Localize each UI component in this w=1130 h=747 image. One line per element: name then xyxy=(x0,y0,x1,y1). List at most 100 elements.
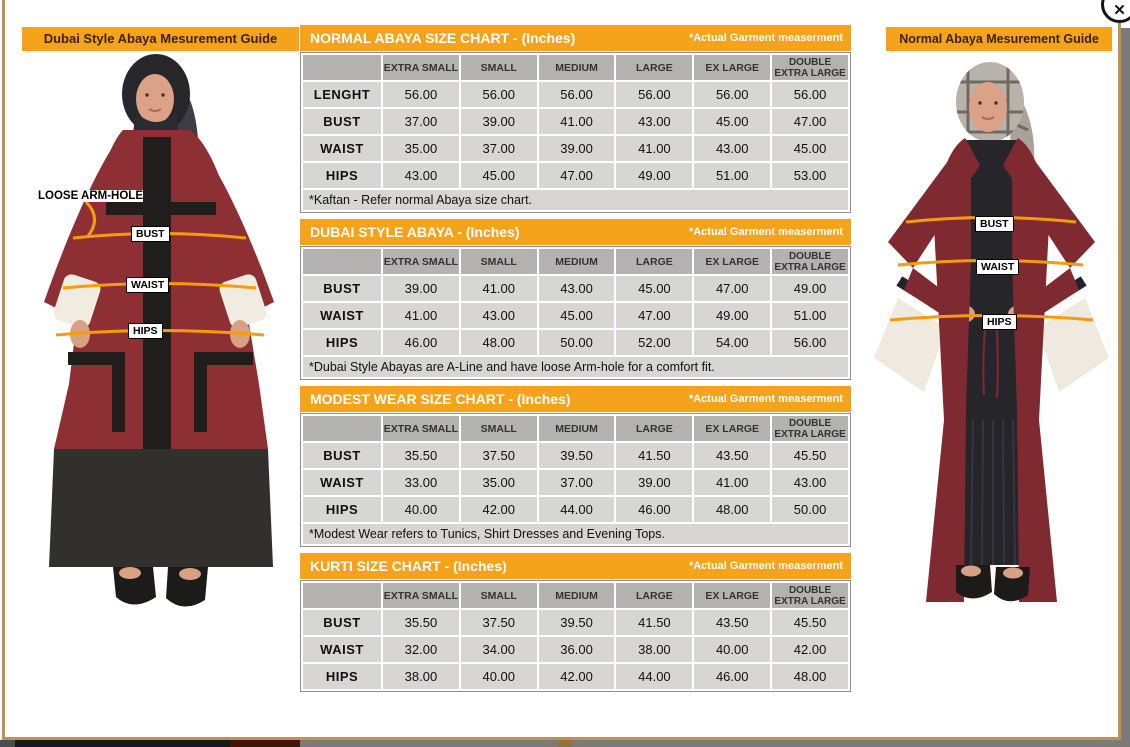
row-label: HIPS xyxy=(303,163,381,188)
row-label: WAIST xyxy=(303,470,381,495)
column-header: MEDIUM xyxy=(538,249,615,274)
value-cell: 47.00 xyxy=(538,163,615,188)
column-header: MEDIUM xyxy=(538,416,615,441)
value-cell: 43.00 xyxy=(538,276,615,301)
value-cell: 49.00 xyxy=(694,303,771,328)
column-header: EXTRA SMALL xyxy=(383,249,459,274)
chart-footnote: *Kaftan - Refer normal Abaya size chart. xyxy=(303,190,848,210)
value-cell: 35.50 xyxy=(383,610,459,635)
value-cell: 45.50 xyxy=(772,443,848,468)
column-header: SMALL xyxy=(460,583,537,608)
value-cell: 47.00 xyxy=(772,109,848,134)
value-cell: 46.00 xyxy=(616,497,693,522)
value-cell: 33.00 xyxy=(383,470,459,495)
chart-header: DUBAI STYLE ABAYA - (Inches) *Actual Garm… xyxy=(300,219,851,245)
column-header: LARGE xyxy=(616,583,693,608)
chart-note: *Actual Garment measerment xyxy=(688,32,843,44)
value-cell: 34.00 xyxy=(460,637,537,662)
column-header: SMALL xyxy=(460,416,537,441)
column-header: EXTRA SMALL xyxy=(383,55,459,80)
chart-title: NORMAL ABAYA SIZE CHART - (Inches) xyxy=(310,30,576,46)
value-cell: 44.00 xyxy=(538,497,615,522)
column-header: EX LARGE xyxy=(694,249,771,274)
value-cell: 43.00 xyxy=(772,470,848,495)
value-cell: 40.00 xyxy=(383,497,459,522)
value-cell: 43.00 xyxy=(616,109,693,134)
value-cell: 38.00 xyxy=(383,664,459,689)
value-cell: 44.00 xyxy=(616,664,693,689)
value-cell: 39.50 xyxy=(538,610,615,635)
row-label: WAIST xyxy=(303,303,381,328)
bust-label: BUST xyxy=(975,216,1014,232)
size-table: EXTRA SMALL SMALL MEDIUM LARGE EX LARGE DOUBL… xyxy=(301,414,850,524)
value-cell: 39.00 xyxy=(538,136,615,161)
chart-header: NORMAL ABAYA SIZE CHART - (Inches) *Actua… xyxy=(300,25,851,51)
value-cell: 49.00 xyxy=(772,276,848,301)
table-row: HIPS 38.00 40.00 42.00 44.00 46.00 48.00 xyxy=(303,664,848,689)
value-cell: 41.00 xyxy=(383,303,459,328)
value-cell: 39.00 xyxy=(616,470,693,495)
row-label: WAIST xyxy=(303,637,381,662)
value-cell: 37.00 xyxy=(383,109,459,134)
hips-label: HIPS xyxy=(128,323,163,339)
page-bottom-strip xyxy=(572,740,1130,747)
chart-header: KURTI SIZE CHART - (Inches) *Actual Garme… xyxy=(300,553,851,579)
armhole-label: LOOSE ARM-HOLE xyxy=(38,190,143,202)
value-cell: 42.00 xyxy=(772,637,848,662)
column-header: LARGE xyxy=(616,249,693,274)
table-row: WAIST 32.00 34.00 36.00 38.00 40.00 42.00 xyxy=(303,637,848,662)
value-cell: 40.00 xyxy=(694,637,771,662)
column-header: EX LARGE xyxy=(694,583,771,608)
chart-table-box: EXTRA SMALL SMALL MEDIUM LARGE EX LARGE DOUBL… xyxy=(300,580,851,692)
value-cell: 38.00 xyxy=(616,637,693,662)
normal-abaya-model-image xyxy=(874,62,1109,602)
column-header: EXTRA SMALL xyxy=(383,416,459,441)
column-header: MEDIUM xyxy=(538,55,615,80)
column-header: MEDIUM xyxy=(538,583,615,608)
value-cell: 40.00 xyxy=(460,664,537,689)
table-row: HIPS 46.00 48.00 50.00 52.00 54.00 56.00 xyxy=(303,330,848,355)
column-header xyxy=(303,55,381,80)
column-header: EX LARGE xyxy=(694,416,771,441)
header-row: EXTRA SMALL SMALL MEDIUM LARGE EX LARGE DOUBL… xyxy=(303,583,848,608)
column-header: DOUBLE EXTRA LARGE xyxy=(772,583,848,608)
chart-table-box: EXTRA SMALL SMALL MEDIUM LARGE EX LARGE DOUBL… xyxy=(300,52,851,213)
close-button[interactable]: ✕ xyxy=(1101,0,1130,23)
value-cell: 42.00 xyxy=(538,664,615,689)
table-row: WAIST 33.00 35.00 37.00 39.00 41.00 43.00 xyxy=(303,470,848,495)
chart-note: *Actual Garment measerment xyxy=(688,393,843,405)
value-cell: 53.00 xyxy=(772,163,848,188)
value-cell: 32.00 xyxy=(383,637,459,662)
table-row: WAIST 41.00 43.00 45.00 47.00 49.00 51.00 xyxy=(303,303,848,328)
header-row: EXTRA SMALL SMALL MEDIUM LARGE EX LARGE DOUBL… xyxy=(303,55,848,80)
column-header: DOUBLE EXTRA LARGE xyxy=(772,55,848,80)
chart-footnote: *Modest Wear refers to Tunics, Shirt Dre… xyxy=(303,524,848,544)
value-cell: 56.00 xyxy=(772,82,848,107)
value-cell: 37.00 xyxy=(460,136,537,161)
page-bottom-strip xyxy=(558,740,572,747)
size-chart: DUBAI STYLE ABAYA - (Inches) *Actual Garm… xyxy=(300,219,851,380)
table-row: HIPS 43.00 45.00 47.00 49.00 51.00 53.00 xyxy=(303,163,848,188)
value-cell: 41.50 xyxy=(616,610,693,635)
column-header: DOUBLE EXTRA LARGE xyxy=(772,249,848,274)
right-panel-title: Normal Abaya Mesurement Guide xyxy=(886,27,1112,51)
bust-label: BUST xyxy=(131,226,170,242)
value-cell: 41.00 xyxy=(616,136,693,161)
table-row: BUST 37.00 39.00 41.00 43.00 45.00 47.00 xyxy=(303,109,848,134)
dubai-abaya-model-image xyxy=(44,54,274,607)
size-table: EXTRA SMALL SMALL MEDIUM LARGE EX LARGE DOUBL… xyxy=(301,581,850,691)
table-row: HIPS 40.00 42.00 44.00 46.00 48.00 50.00 xyxy=(303,497,848,522)
value-cell: 37.50 xyxy=(460,610,537,635)
value-cell: 35.00 xyxy=(383,136,459,161)
value-cell: 49.00 xyxy=(616,163,693,188)
chart-title: MODEST WEAR SIZE CHART - (Inches) xyxy=(310,391,571,407)
value-cell: 39.00 xyxy=(383,276,459,301)
table-row: LENGHT 56.00 56.00 56.00 56.00 56.00 56.00 xyxy=(303,82,848,107)
value-cell: 50.00 xyxy=(538,330,615,355)
value-cell: 41.50 xyxy=(616,443,693,468)
column-header xyxy=(303,249,381,274)
value-cell: 47.00 xyxy=(694,276,771,301)
column-header: SMALL xyxy=(460,55,537,80)
modal-border-right xyxy=(1118,0,1121,740)
chart-title: DUBAI STYLE ABAYA - (Inches) xyxy=(310,224,520,240)
